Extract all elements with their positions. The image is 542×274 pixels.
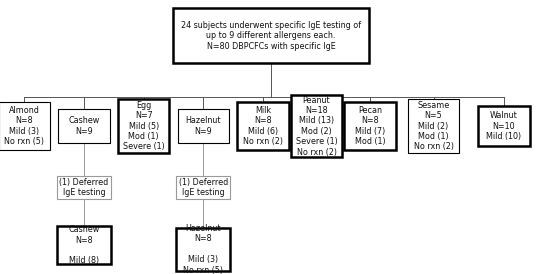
Text: Almond
N=8
Mild (3)
No rxn (5): Almond N=8 Mild (3) No rxn (5)	[4, 106, 44, 146]
FancyBboxPatch shape	[408, 99, 460, 153]
Text: 24 subjects underwent specific IgE testing of
up to 9 different allergens each.
: 24 subjects underwent specific IgE testi…	[181, 21, 361, 50]
Text: Peanut
N=18
Mild (13)
Mod (2)
Severe (1)
No rxn (2): Peanut N=18 Mild (13) Mod (2) Severe (1)…	[295, 96, 338, 156]
Text: Milk
N=8
Mild (6)
No rxn (2): Milk N=8 Mild (6) No rxn (2)	[243, 106, 283, 146]
FancyBboxPatch shape	[237, 102, 288, 150]
Text: Cashew
N=9: Cashew N=9	[68, 116, 100, 136]
Text: (1) Deferred
IgE testing: (1) Deferred IgE testing	[179, 178, 228, 197]
Text: Hazelnut
N=8

Mild (3)
No rxn (5): Hazelnut N=8 Mild (3) No rxn (5)	[183, 224, 223, 274]
FancyBboxPatch shape	[176, 228, 230, 271]
Text: Walnut
N=10
Mild (10): Walnut N=10 Mild (10)	[487, 111, 521, 141]
FancyBboxPatch shape	[57, 176, 111, 199]
Text: (1) Deferred
IgE testing: (1) Deferred IgE testing	[60, 178, 108, 197]
FancyBboxPatch shape	[479, 106, 530, 146]
FancyBboxPatch shape	[118, 99, 169, 153]
Text: Sesame
N=5
Mild (2)
Mod (1)
No rxn (2): Sesame N=5 Mild (2) Mod (1) No rxn (2)	[414, 101, 454, 151]
FancyBboxPatch shape	[177, 109, 229, 142]
FancyBboxPatch shape	[176, 176, 230, 199]
Text: Pecan
N=8
Mild (7)
Mod (1): Pecan N=8 Mild (7) Mod (1)	[355, 106, 385, 146]
FancyBboxPatch shape	[59, 109, 109, 142]
FancyBboxPatch shape	[291, 95, 343, 157]
Text: Cashew
N=8

Mild (8): Cashew N=8 Mild (8)	[68, 225, 100, 265]
Text: Egg
N=7
Mild (5)
Mod (1)
Severe (1): Egg N=7 Mild (5) Mod (1) Severe (1)	[122, 101, 165, 151]
FancyBboxPatch shape	[345, 102, 396, 150]
Text: Hazelnut
N=9: Hazelnut N=9	[185, 116, 221, 136]
FancyBboxPatch shape	[173, 8, 369, 63]
FancyBboxPatch shape	[57, 226, 111, 264]
FancyBboxPatch shape	[0, 102, 50, 150]
